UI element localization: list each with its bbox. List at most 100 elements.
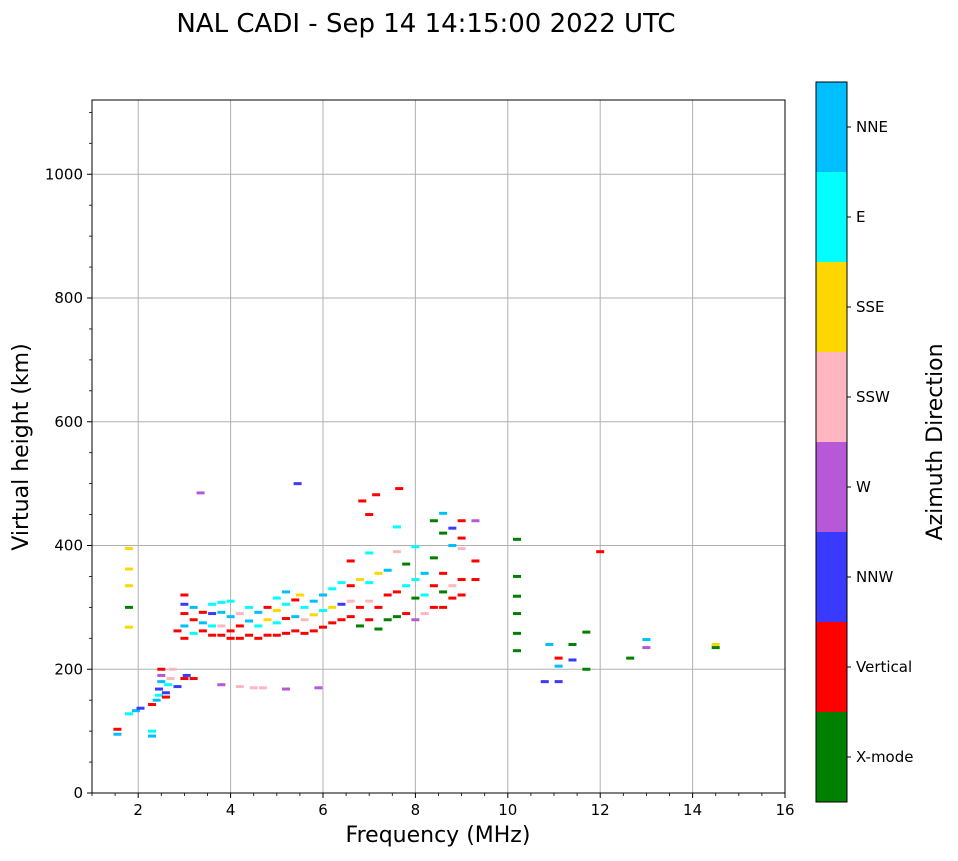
y-tick-label: 400 [54,537,83,555]
echo-mark [346,615,355,619]
echo-mark [358,499,367,503]
echo-mark [372,493,381,497]
echo-mark [235,612,244,616]
echo-mark [189,631,198,635]
echo-mark [180,593,189,597]
echo-mark [513,574,522,578]
echo-mark [383,618,392,622]
echo-mark [346,559,355,563]
echo-mark [513,649,522,653]
echo-mark [328,587,337,591]
y-tick-label: 200 [54,660,83,678]
echo-mark [642,638,651,642]
echo-mark [457,547,466,551]
echo-mark [249,686,258,690]
echo-mark [439,605,448,609]
echo-mark [300,631,309,635]
echo-mark [513,631,522,635]
echo-mark [217,610,226,614]
echo-mark [365,581,374,585]
echo-mark [365,599,374,603]
echo-mark [392,525,401,529]
x-tick-label: 2 [133,801,143,819]
echo-mark [309,629,318,633]
x-tick-label: 12 [591,801,610,819]
echo-mark [113,727,122,731]
echo-mark [291,598,300,602]
colorbar: X-mode Vertical NNW W SSW SSE E NNE [815,81,913,803]
echo-mark [374,605,383,609]
echo-mark [124,567,133,571]
x-tick-label: 14 [683,801,702,819]
colorbar-tick-label: NNW [856,568,893,586]
echo-mark [157,680,166,684]
echo-mark [124,625,133,629]
echo-mark [554,680,563,684]
echo-mark [582,667,591,671]
echo-mark [282,617,291,621]
echo-mark [148,729,157,733]
echo-mark [282,602,291,606]
echo-mark [180,677,189,681]
echo-mark [173,629,182,633]
x-axis-label: Frequency (MHz) [346,823,531,848]
y-tick-label: 0 [73,784,83,802]
echo-mark [319,625,327,629]
echo-mark [346,584,355,588]
echo-mark [365,513,374,517]
echo-mark [711,643,720,646]
echo-mark [189,605,198,609]
echo-mark [392,615,401,619]
echo-mark [642,646,651,650]
echo-mark [448,544,457,547]
echo-mark [180,602,189,606]
echo-mark [300,605,309,609]
echo-mark [429,584,438,588]
echo-mark [545,643,554,646]
echo-mark [439,571,448,575]
echo-mark [319,608,327,612]
echo-mark [226,636,235,640]
echo-mark [182,673,191,677]
x-tick-label: 6 [318,801,328,819]
echo-mark [272,596,281,600]
echo-mark [568,658,577,662]
echo-mark [568,643,577,646]
y-axis: 0 200 400 600 800 1000 [45,111,92,802]
echo-mark [217,633,226,637]
echo-mark [226,629,235,633]
echo-mark [198,629,207,633]
echo-mark [540,680,549,684]
echo-mark [337,602,346,606]
echo-mark [148,734,157,738]
echo-mark [154,693,163,697]
echo-mark [291,615,300,619]
echo-mark [337,581,346,585]
echo-mark [513,537,522,541]
colorbar-segment [816,712,847,802]
echo-mark [471,559,480,563]
echo-mark [355,578,364,582]
echo-mark [189,677,198,681]
echo-mark [314,686,323,690]
echo-mark [198,610,207,614]
y-axis-label: Virtual height (km) [9,343,34,550]
echo-mark [157,673,166,677]
echo-mark [420,593,429,597]
echo-mark [471,519,480,523]
echo-mark [355,605,364,609]
echo-mark [166,677,175,681]
echo-mark [392,550,401,554]
echo-mark [383,593,392,597]
echo-mark [411,596,420,600]
echo-mark [258,686,267,690]
colorbar-tick-label: NNE [856,118,888,136]
echo-mark [439,511,448,515]
echo-mark [346,599,355,603]
echo-mark [124,605,133,609]
echo-mark [309,599,318,603]
echo-mark [448,584,457,588]
echo-mark [226,599,235,603]
echo-mark [626,656,635,660]
echo-mark [180,624,189,628]
